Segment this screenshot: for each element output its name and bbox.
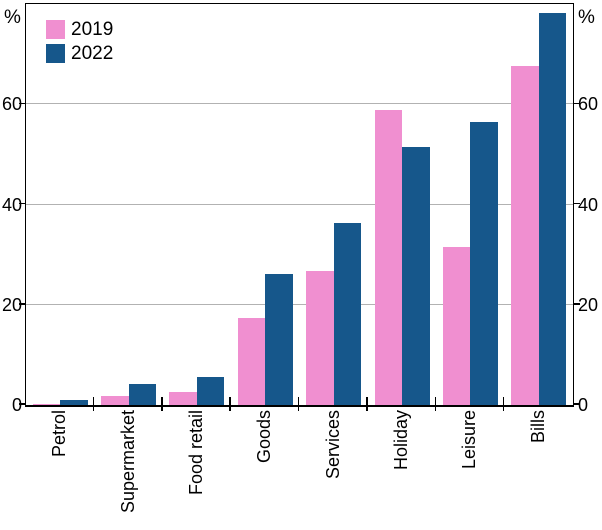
x-axis-label-text: Holiday (391, 410, 412, 471)
y-tick-label-left-20: 20 (1, 294, 22, 315)
x-tick-mark-5 (366, 397, 368, 411)
x-tick-mark-1 (92, 397, 95, 411)
x-tick-mark-3 (229, 397, 231, 411)
bar-2022-leisure (470, 122, 498, 405)
x-axis-label-text: Petrol (49, 410, 70, 458)
plot-area (25, 3, 574, 407)
y-tick-label-right-60: 60 (578, 94, 599, 115)
y-tick-label-right-20: 20 (578, 294, 599, 315)
bar-2019-goods (237, 318, 266, 405)
y-tick-label-right-0: 0 (578, 395, 589, 415)
y-axis-unit-right: % (578, 7, 595, 28)
x-tick-mark-4 (297, 397, 300, 411)
bar-2022-petrol (60, 400, 88, 405)
x-axis-label-text: Food retail (185, 410, 206, 496)
gridline-60 (26, 103, 573, 105)
bar-2019-holiday (374, 110, 403, 405)
y-axis-unit-left: % (4, 7, 21, 28)
x-axis-label-bills: Bills (527, 410, 548, 448)
x-axis-label-supermarket: Supermarket (117, 410, 138, 518)
x-tick-mark-7 (502, 397, 505, 411)
x-axis-label-text: Goods (254, 410, 275, 464)
y-tick-mark-20 (573, 303, 580, 305)
bar-2019-bills (511, 66, 539, 405)
bar-2019-petrol (32, 403, 61, 405)
y-tick-mark-60 (19, 102, 25, 104)
bar-2022-food-retail (196, 376, 225, 405)
legend-swatch-2019 (46, 20, 65, 39)
bar-2022-services (333, 223, 362, 405)
x-axis-label-text: Supermarket (117, 410, 138, 514)
gridline-20 (26, 303, 573, 305)
legend-swatch-2022 (46, 44, 65, 63)
y-tick-label-left-60: 60 (1, 94, 22, 115)
bar-2019-supermarket (101, 395, 129, 405)
x-axis-label-goods: Goods (254, 410, 275, 468)
y-tick-mark-0 (19, 403, 25, 405)
legend: 2019 2022 (46, 20, 113, 63)
y-tick-mark-40 (573, 202, 580, 205)
x-tick-mark-6 (434, 397, 436, 411)
y-tick-mark-40 (19, 202, 25, 205)
y-tick-label-right-40: 40 (578, 194, 599, 215)
legend-label-2022: 2022 (71, 43, 114, 64)
y-tick-mark-60 (573, 102, 580, 104)
gridline-40 (26, 203, 573, 205)
x-axis-label-petrol: Petrol (49, 410, 70, 462)
y-tick-mark-0 (573, 403, 580, 405)
bar-2019-services (306, 271, 334, 405)
bar-2022-supermarket (128, 383, 157, 405)
bar-2022-holiday (402, 146, 430, 405)
x-axis-label-text: Bills (527, 410, 548, 444)
x-axis-label-food-retail: Food retail (185, 410, 206, 500)
y-tick-label-left-0: 0 (11, 395, 22, 415)
y-tick-mark-20 (19, 303, 25, 305)
bar-2022-bills (538, 13, 567, 405)
y-tick-label-left-40: 40 (1, 194, 22, 215)
legend-label-2019: 2019 (71, 19, 114, 40)
x-axis-label-text: Leisure (459, 410, 480, 470)
bar-2019-leisure (442, 246, 471, 405)
x-axis-label-leisure: Leisure (459, 410, 480, 474)
legend-item-2022: 2022 (46, 44, 113, 63)
x-tick-mark-2 (161, 397, 163, 411)
bar-2022-goods (265, 274, 293, 405)
legend-item-2019: 2019 (46, 20, 113, 39)
x-axis-label-services: Services (322, 410, 343, 484)
x-axis-label-text: Services (322, 410, 343, 480)
x-axis-label-holiday: Holiday (391, 410, 412, 475)
bar-2019-food-retail (169, 391, 197, 405)
